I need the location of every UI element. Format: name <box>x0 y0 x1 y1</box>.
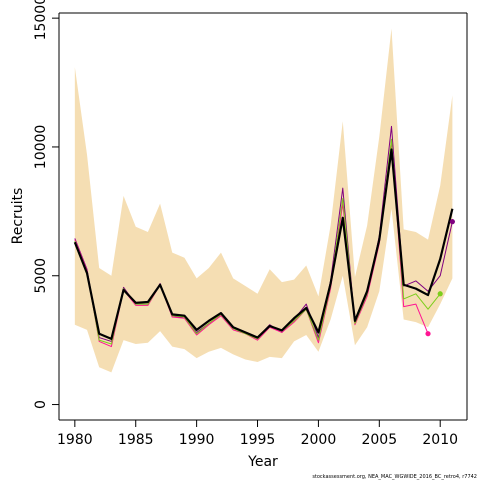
endpoint-marker-3 <box>449 219 455 225</box>
series-line-1 <box>73 148 454 340</box>
x-tick-label-2000: 2000 <box>301 432 337 448</box>
endpoint-marker-1 <box>425 331 431 337</box>
x-tick-label-1985: 1985 <box>118 432 154 448</box>
y-tick-label-10000: 10000 <box>33 125 49 170</box>
confidence-band <box>74 28 453 373</box>
x-tick-label-2005: 2005 <box>361 432 397 448</box>
y-tick-label-5000: 5000 <box>33 258 49 294</box>
x-tick-label-1980: 1980 <box>57 432 93 448</box>
plot-frame <box>58 12 468 421</box>
endpoint-layer <box>425 219 455 337</box>
series-layer <box>73 125 454 348</box>
y-axis: 0 5000 10000 15000 <box>33 0 59 409</box>
y-axis-title: Recruits <box>10 188 26 245</box>
credit-text: stockassessment.org, NEA_MAC_WGWIDE_2016… <box>312 474 477 480</box>
series-line-3 <box>74 141 429 348</box>
x-tick-label-1990: 1990 <box>179 432 215 448</box>
x-axis: 1980 1985 1990 1995 2000 2005 2010 <box>57 420 458 448</box>
x-tick-label-1995: 1995 <box>240 432 276 448</box>
y-tick-label-15000: 15000 <box>33 0 49 40</box>
endpoint-marker-2 <box>437 291 443 297</box>
y-tick-label-0: 0 <box>33 400 49 409</box>
band-layer <box>74 28 453 373</box>
x-tick-label-2010: 2010 <box>422 432 458 448</box>
x-axis-title: Year <box>247 454 278 470</box>
